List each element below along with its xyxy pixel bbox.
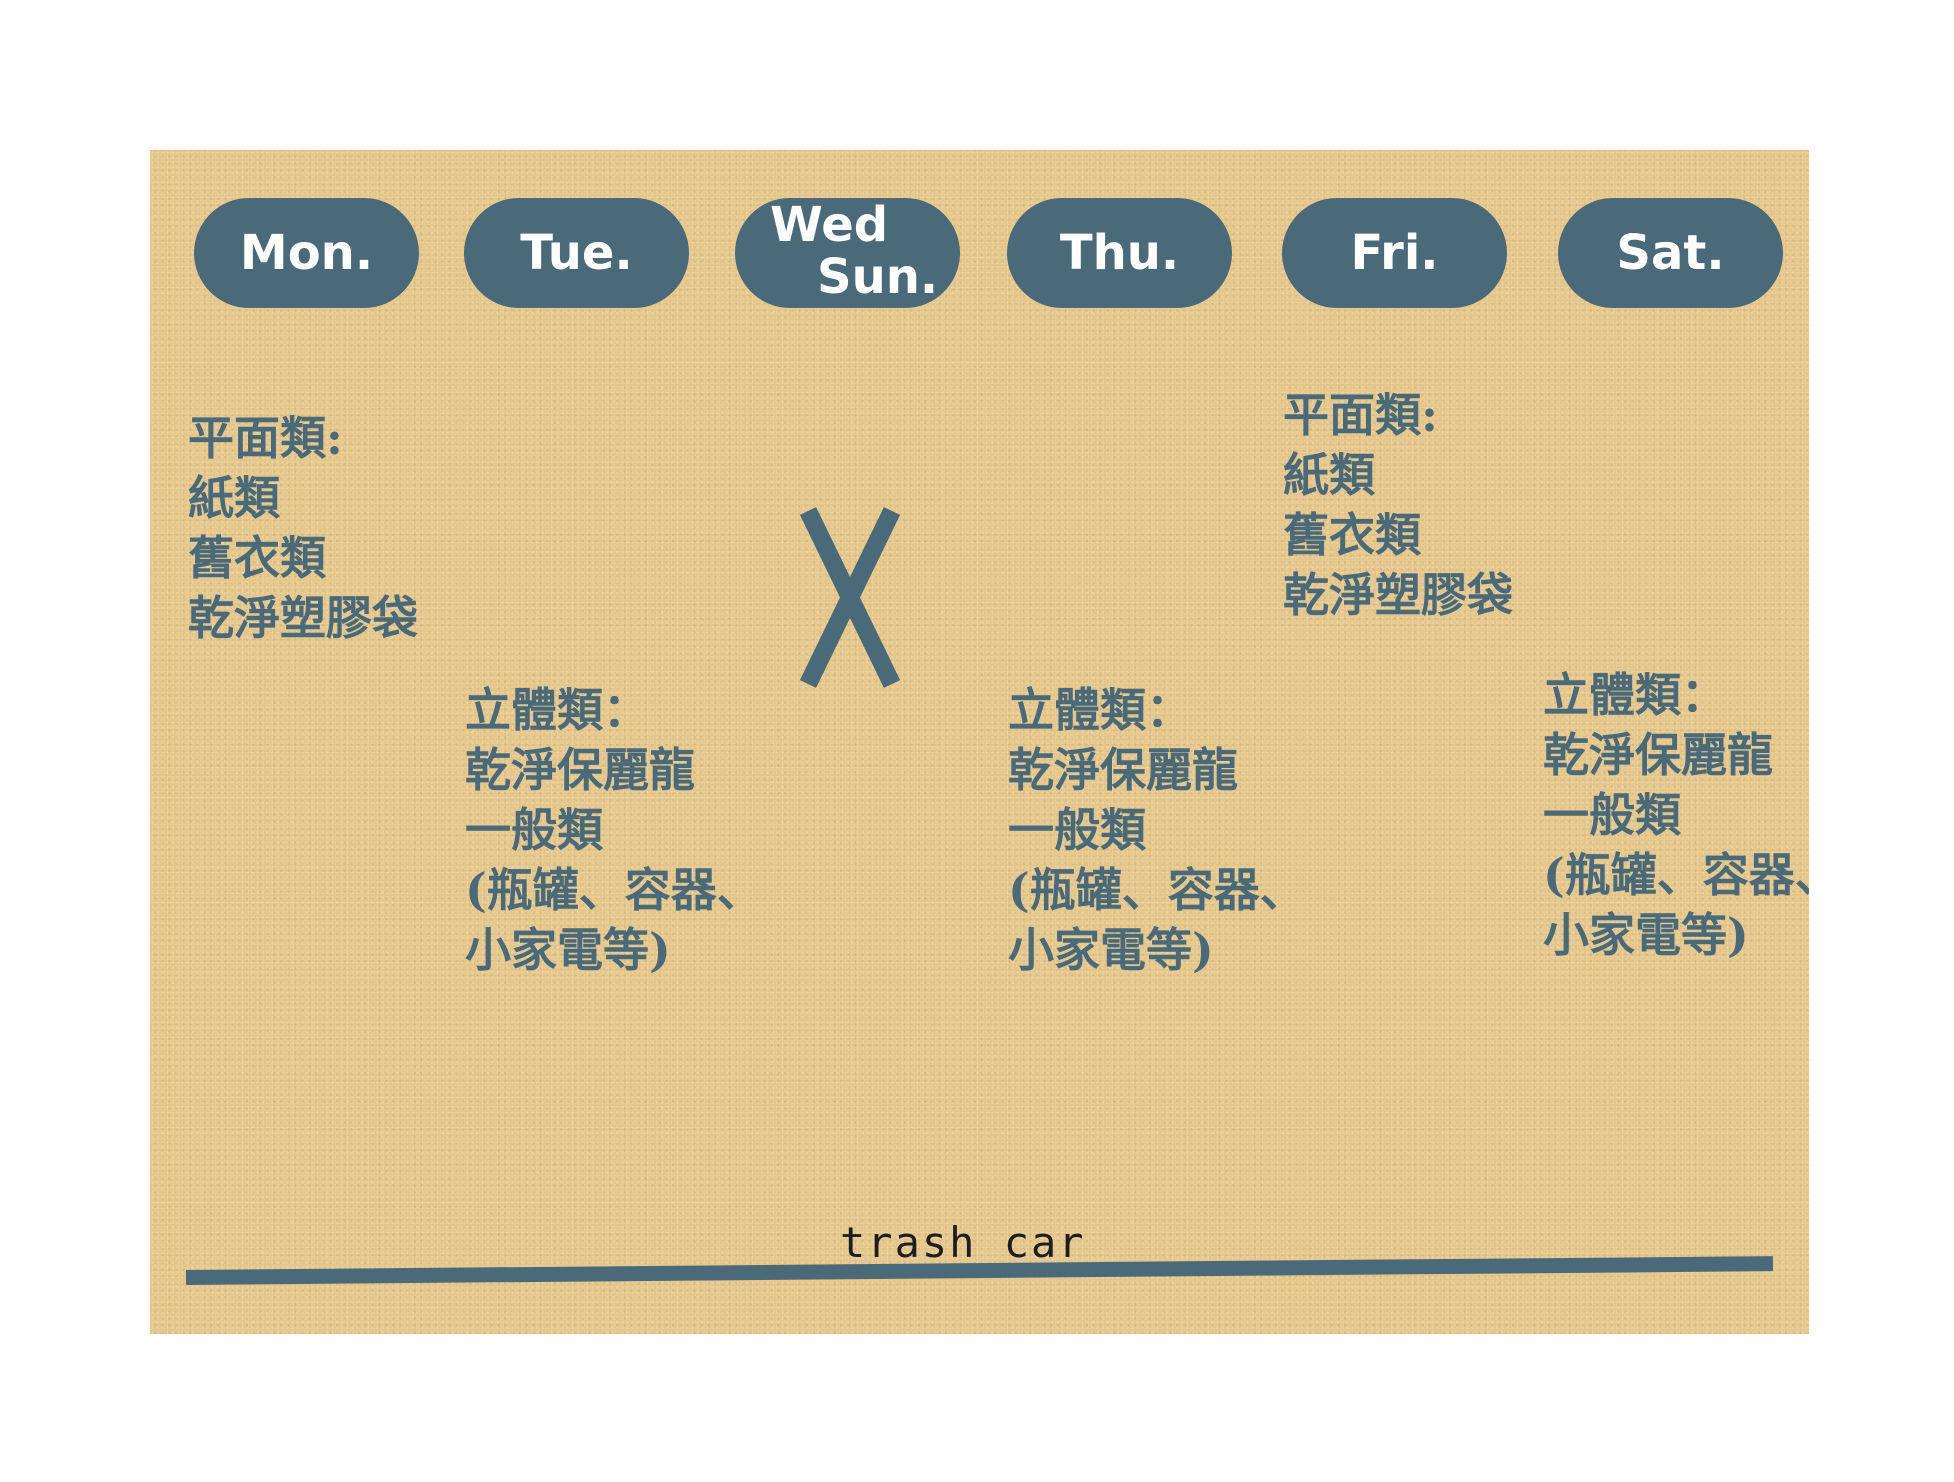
- day-pill-sat: Sat.: [1558, 198, 1783, 308]
- day-pill-tue: Tue.: [464, 198, 689, 308]
- solid-title: 立體類：: [465, 683, 649, 737]
- solid-item: 小家電等): [1543, 908, 1749, 962]
- flat-item: 乾淨塑膠袋: [1283, 568, 1513, 622]
- trash-car-label: trash car: [840, 1218, 1086, 1267]
- day-label-mon: Mon.: [239, 225, 374, 281]
- day-pill-mon: Mon.: [194, 198, 419, 308]
- day-pill-wed-sun: Wed Sun.: [735, 198, 960, 308]
- day-pill-thu: Thu.: [1007, 198, 1232, 308]
- solid-item: 一般類: [465, 803, 603, 857]
- solid-item: 乾淨保麗龍: [465, 743, 695, 797]
- flat-item: 紙類: [1283, 448, 1375, 502]
- solid-item: (瓶罐、容器、: [1543, 848, 1809, 902]
- x-mark-icon: [799, 507, 901, 688]
- solid-item: 小家電等): [1008, 923, 1214, 977]
- flat-item: 舊衣類: [1283, 508, 1421, 562]
- day-label-fri: Fri.: [1350, 225, 1439, 281]
- mon-flat-list: 平面類: 紙類 舊衣類 乾淨塑膠袋: [188, 408, 418, 648]
- sat-solid-list: 立體類： 乾淨保麗龍 一般類 (瓶罐、容器、 小家電等): [1543, 665, 1809, 965]
- solid-title: 立體類：: [1543, 668, 1727, 722]
- solid-item: 乾淨保麗龍: [1543, 728, 1773, 782]
- fri-flat-list: 平面類: 紙類 舊衣類 乾淨塑膠袋: [1283, 385, 1513, 625]
- solid-item: (瓶罐、容器、: [465, 863, 763, 917]
- day-label-tue: Tue.: [520, 225, 633, 281]
- day-label-wed: Wed: [770, 197, 889, 253]
- day-label-thu: Thu.: [1059, 225, 1180, 281]
- solid-item: 小家電等): [465, 923, 671, 977]
- flat-title: 平面類:: [188, 411, 343, 465]
- solid-title: 立體類：: [1008, 683, 1192, 737]
- day-pill-fri: Fri.: [1282, 198, 1507, 308]
- solid-item: 一般類: [1008, 803, 1146, 857]
- schedule-board: Mon. Tue. Wed Sun. Thu. Fri. Sat. 平面類: 紙…: [150, 150, 1809, 1334]
- solid-item: (瓶罐、容器、: [1008, 863, 1306, 917]
- solid-item: 乾淨保麗龍: [1008, 743, 1238, 797]
- day-label-stack: Wed Sun.: [735, 198, 960, 308]
- tue-solid-list: 立體類： 乾淨保麗龍 一般類 (瓶罐、容器、 小家電等): [465, 680, 763, 980]
- flat-item: 舊衣類: [188, 531, 326, 585]
- day-label-sun: Sun.: [817, 249, 939, 305]
- thu-solid-list: 立體類： 乾淨保麗龍 一般類 (瓶罐、容器、 小家電等): [1008, 680, 1306, 980]
- solid-item: 一般類: [1543, 788, 1681, 842]
- flat-title: 平面類:: [1283, 388, 1438, 442]
- day-label-sat: Sat.: [1616, 225, 1725, 281]
- flat-item: 紙類: [188, 471, 280, 525]
- flat-item: 乾淨塑膠袋: [188, 591, 418, 645]
